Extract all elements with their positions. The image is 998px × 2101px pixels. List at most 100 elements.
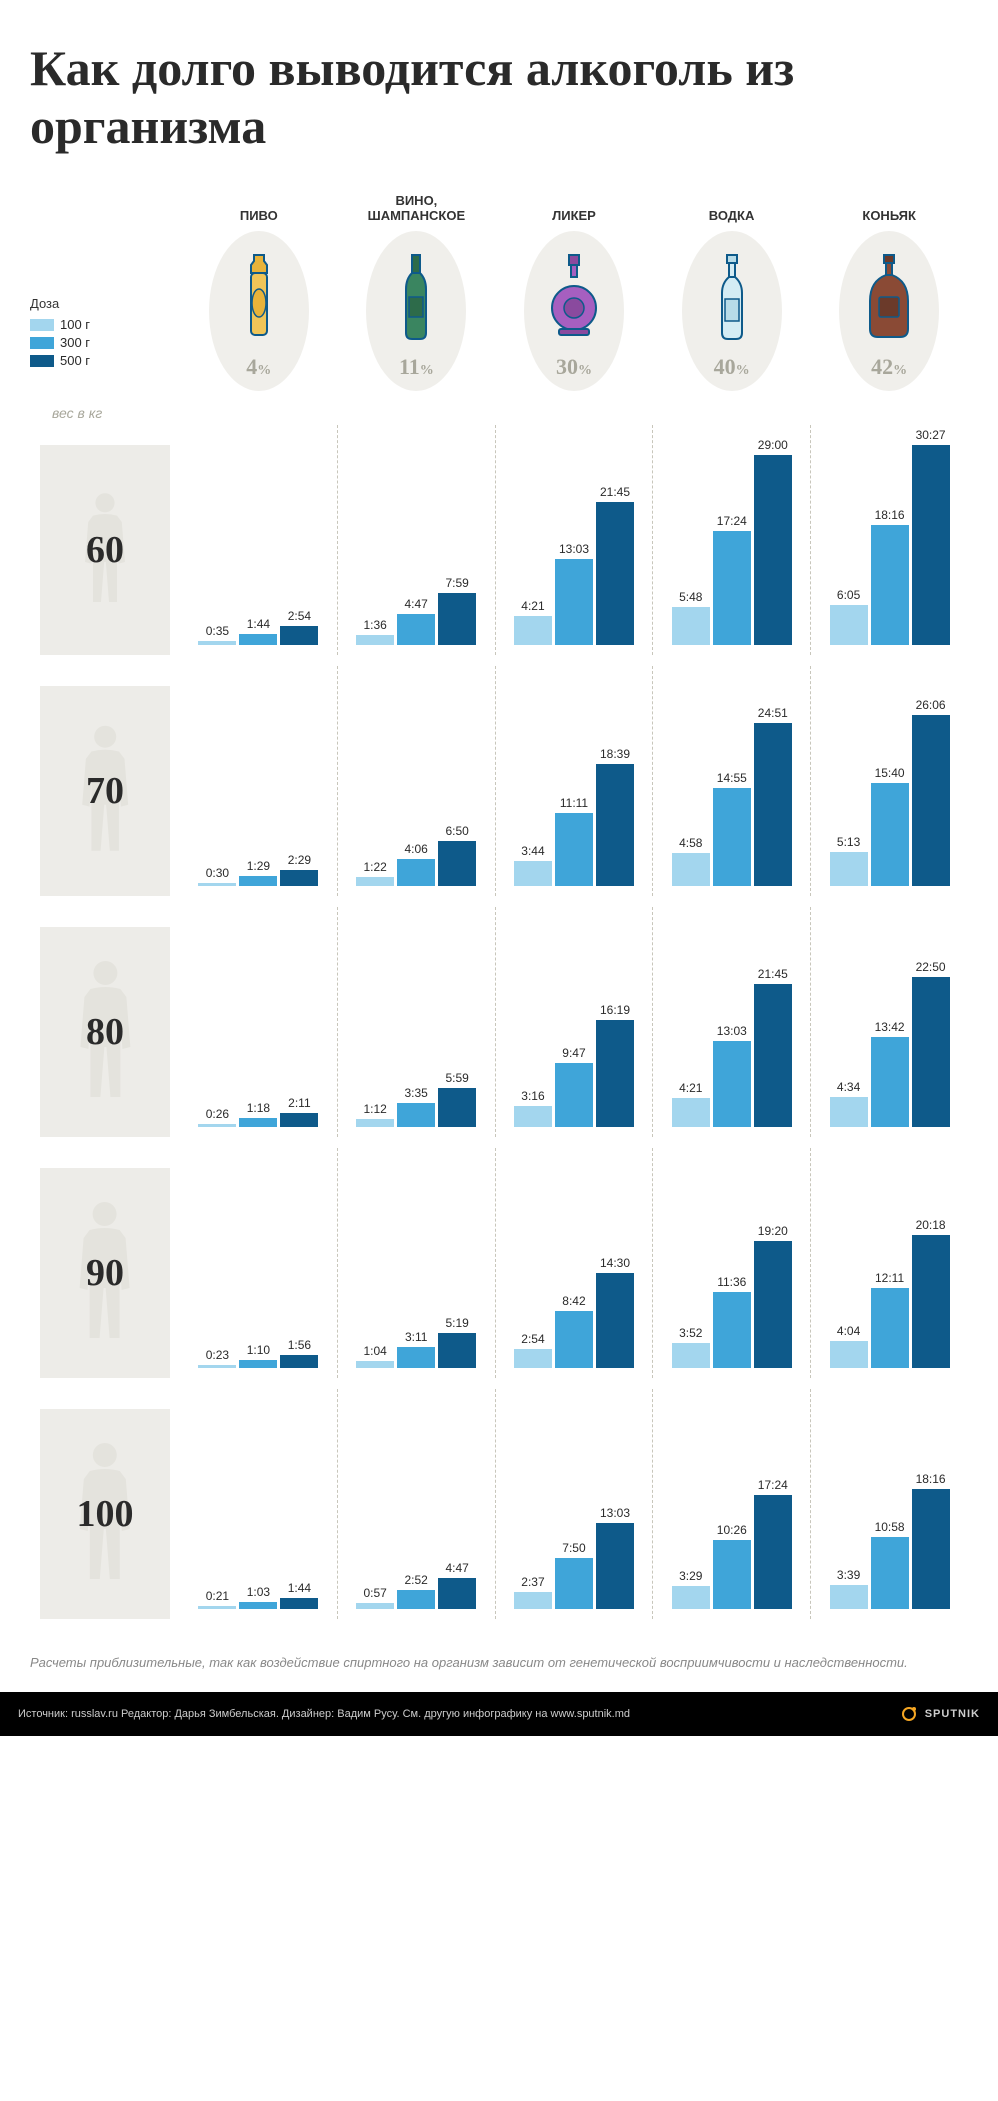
bar-value-label: 11:11 — [560, 796, 588, 810]
bar-rect — [397, 859, 435, 886]
bar-rect — [438, 1333, 476, 1368]
bar-value-label: 7:50 — [562, 1541, 585, 1555]
bar-value-label: 12:11 — [875, 1271, 904, 1285]
bar: 13:03 — [555, 542, 593, 645]
bar-rect — [754, 723, 792, 886]
bar-group: 6:05 18:16 30:27 — [810, 425, 968, 655]
bar: 11:36 — [713, 1275, 751, 1368]
bar-rect — [596, 1273, 634, 1368]
bar-rect — [514, 616, 552, 645]
bottle-oval: 40% — [682, 231, 782, 391]
drink-column: ВОДКА 40% — [653, 195, 811, 391]
bar: 9:47 — [555, 1046, 593, 1127]
bar-rect — [713, 531, 751, 645]
bar-group: 2:37 7:50 13:03 — [495, 1389, 653, 1619]
drink-percent: 4% — [246, 354, 271, 380]
bottle-icon — [549, 253, 599, 348]
bar: 4:58 — [672, 836, 710, 886]
bar-rect — [356, 635, 394, 646]
bar: 13:42 — [871, 1020, 909, 1127]
bar-rect — [280, 626, 318, 645]
bar-rect — [356, 1361, 394, 1368]
bar: 1:36 — [356, 618, 394, 646]
bar: 14:30 — [596, 1256, 634, 1368]
drink-percent: 11% — [399, 354, 434, 380]
bar-rect — [397, 1590, 435, 1609]
bar-value-label: 4:21 — [521, 599, 544, 613]
bar-rect — [555, 1558, 593, 1609]
bar-rect — [713, 1292, 751, 1368]
bar: 2:54 — [280, 609, 318, 645]
bar-value-label: 1:03 — [247, 1585, 270, 1599]
bar-value-label: 1:18 — [247, 1101, 270, 1115]
bar-rect — [280, 1113, 318, 1127]
bar-rect — [830, 605, 868, 645]
bar-value-label: 2:54 — [521, 1332, 544, 1346]
bar-value-label: 22:50 — [916, 960, 946, 974]
bar: 4:06 — [397, 842, 435, 886]
bar-value-label: 2:37 — [521, 1575, 544, 1589]
legend-swatch — [30, 355, 54, 367]
bar-rect — [356, 1119, 394, 1127]
bar-rect — [514, 1592, 552, 1609]
bar-value-label: 4:58 — [679, 836, 702, 850]
bar-rect — [280, 870, 318, 886]
bar: 1:56 — [280, 1338, 318, 1368]
bar-group: 0:23 1:10 1:56 — [180, 1148, 337, 1378]
bar: 0:57 — [356, 1586, 394, 1609]
bar: 1:44 — [239, 617, 277, 645]
bar: 24:51 — [754, 706, 792, 886]
bar-value-label: 13:03 — [559, 542, 589, 556]
legend-item: 500 г — [30, 353, 180, 368]
bar-group: 3:52 11:36 19:20 — [652, 1148, 810, 1378]
bar-rect — [596, 502, 634, 645]
weight-value: 80 — [86, 1010, 124, 1054]
bar-rect — [830, 1097, 868, 1127]
sputnik-logo: SPUTNIK — [899, 1704, 980, 1724]
bar: 18:16 — [912, 1472, 950, 1609]
bar-group: 0:35 1:44 2:54 — [180, 425, 337, 655]
bar-rect — [871, 1537, 909, 1609]
bar-value-label: 14:30 — [600, 1256, 630, 1270]
bar: 3:35 — [397, 1086, 435, 1127]
bar: 2:37 — [514, 1575, 552, 1609]
bar: 0:35 — [198, 624, 236, 645]
bar-rect — [198, 641, 236, 645]
bar-value-label: 5:59 — [446, 1071, 469, 1085]
bar-value-label: 4:47 — [405, 597, 428, 611]
bar: 4:21 — [514, 599, 552, 645]
bar-value-label: 11:36 — [717, 1275, 746, 1289]
bar: 3:39 — [830, 1568, 868, 1609]
bar: 1:10 — [239, 1343, 277, 1368]
bar: 5:48 — [672, 590, 710, 645]
bar-group: 3:44 11:11 18:39 — [495, 666, 653, 896]
bar: 3:16 — [514, 1089, 552, 1127]
bar: 0:30 — [198, 866, 236, 886]
legend-item: 300 г — [30, 335, 180, 350]
bar-rect — [672, 853, 710, 886]
bar: 21:45 — [596, 485, 634, 645]
bar-rect — [912, 715, 950, 886]
legend-label: 300 г — [60, 335, 90, 350]
bar-value-label: 1:29 — [247, 859, 270, 873]
bar-rect — [754, 455, 792, 645]
bar-value-label: 4:21 — [679, 1081, 702, 1095]
legend-item: 100 г — [30, 317, 180, 332]
bar-value-label: 1:56 — [288, 1338, 311, 1352]
bar-value-label: 10:58 — [875, 1520, 905, 1534]
bar-rect — [555, 559, 593, 645]
bar-rect — [555, 1311, 593, 1368]
bar-value-label: 0:26 — [206, 1107, 229, 1121]
drink-label: ПИВО — [180, 195, 338, 223]
drink-column: ПИВО 4% — [180, 195, 338, 391]
data-row: 100 0:21 1:03 1:44 0:57 2:52 4:47 2:37 7… — [30, 1389, 968, 1620]
legend: Доза 100 г300 г500 г — [30, 296, 180, 391]
bar: 21:45 — [754, 967, 792, 1127]
bar: 11:11 — [555, 796, 593, 886]
bar-rect — [672, 607, 710, 645]
bar-value-label: 6:50 — [446, 824, 469, 838]
bar-value-label: 20:18 — [916, 1218, 946, 1232]
bar-value-label: 0:21 — [206, 1589, 229, 1603]
bar-rect — [912, 1235, 950, 1368]
bar-value-label: 17:24 — [758, 1478, 788, 1492]
